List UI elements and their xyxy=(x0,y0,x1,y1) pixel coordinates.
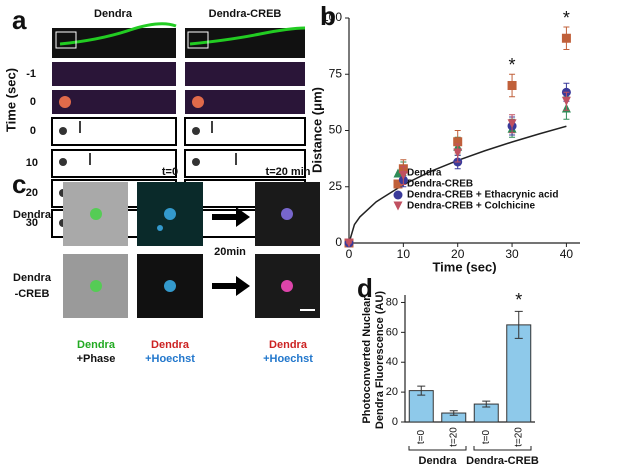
group-label: Dendra-CREB xyxy=(466,455,539,467)
x-tick-label: 10 xyxy=(397,247,411,261)
error-bar xyxy=(514,310,523,339)
time-label: t=0 xyxy=(162,166,178,178)
legend-marker xyxy=(393,201,403,211)
legend-label: Dendra xyxy=(407,168,442,179)
column-label: Dendra-CREB xyxy=(209,8,282,20)
panel-letter: c xyxy=(12,169,26,199)
x-tick-label: t=20 xyxy=(448,427,459,447)
column-label: Dendra xyxy=(94,8,133,20)
y-label: Time (sec) xyxy=(3,68,18,132)
group-label: Dendra xyxy=(419,455,458,467)
row-label: 30 xyxy=(26,217,38,229)
annotation: * xyxy=(515,290,522,310)
marker xyxy=(453,137,463,147)
y-tick-label: 100 xyxy=(322,10,342,24)
x-tick-label: 30 xyxy=(505,247,519,261)
panel-letter: d xyxy=(357,273,373,303)
legend-marker xyxy=(393,168,403,178)
row-label: Dendra xyxy=(13,272,52,284)
error-bar xyxy=(449,410,458,416)
legend-label: Dendra-CREB + Ethacrynic acid xyxy=(407,190,558,201)
x-tick-label: 20 xyxy=(451,247,465,261)
legend-marker xyxy=(393,179,403,189)
y-label: Photoconverted Nuclear xyxy=(361,296,373,424)
y-tick-label: 80 xyxy=(386,296,398,308)
time-label: t=20 min xyxy=(266,166,311,178)
x-tick-label: 0 xyxy=(346,247,353,261)
legend-label: Dendra-CREB xyxy=(407,179,473,190)
y-tick-label: 0 xyxy=(335,235,342,249)
y-label: Dendra Fluorescence (AU) xyxy=(374,291,386,429)
legend-marker xyxy=(393,190,403,200)
row-label: 0 xyxy=(30,125,36,137)
panel-letter: a xyxy=(12,5,27,35)
y-tick-label: 20 xyxy=(386,386,398,398)
x-tick-label: 40 xyxy=(560,247,574,261)
fit-line xyxy=(348,125,567,244)
bar xyxy=(506,324,532,423)
marker xyxy=(453,148,463,158)
y-tick-label: 75 xyxy=(329,66,343,80)
marker xyxy=(507,119,517,129)
stain-label: Dendra xyxy=(77,339,116,351)
y-tick-label: 25 xyxy=(329,179,343,193)
annotation: * xyxy=(563,8,570,28)
annotation: * xyxy=(509,55,516,75)
marker xyxy=(561,96,571,106)
bar xyxy=(408,390,434,423)
stain-label: +Hoechst xyxy=(145,353,195,365)
legend-label: Dendra-CREB + Colchicine xyxy=(407,201,536,212)
error-bar xyxy=(482,400,491,408)
error-bar xyxy=(417,385,426,396)
stain-label: +Hoechst xyxy=(263,353,313,365)
row-label: Dendra xyxy=(13,209,52,221)
row-label: -CREB xyxy=(15,288,50,300)
stain-label: Dendra xyxy=(151,339,190,351)
group-bracket xyxy=(473,446,532,451)
row-label: 0 xyxy=(30,96,36,108)
x-tick-label: t=0 xyxy=(481,429,492,444)
arrow-label: 20min xyxy=(214,246,246,258)
x-tick-label: t=20 xyxy=(513,427,524,447)
marker xyxy=(507,81,517,90)
x-label: Time (sec) xyxy=(432,259,496,274)
marker xyxy=(398,171,408,180)
row-label: 20 xyxy=(26,187,38,199)
stain-label: +Phase xyxy=(77,353,116,365)
row-label: 10 xyxy=(26,157,38,169)
micrographs xyxy=(63,182,320,318)
marker xyxy=(561,33,571,43)
x-tick-label: t=0 xyxy=(416,429,427,444)
y-tick-label: 50 xyxy=(329,123,343,137)
y-label: Distance (μm) xyxy=(309,87,324,173)
panel-letter: b xyxy=(320,1,336,31)
row-label: -1 xyxy=(26,68,36,80)
group-bracket xyxy=(408,446,467,451)
y-tick-label: 40 xyxy=(386,356,398,368)
y-tick-label: 60 xyxy=(386,326,398,338)
marker xyxy=(344,238,354,248)
y-tick-label: 0 xyxy=(392,416,398,428)
stain-label: Dendra xyxy=(269,339,308,351)
